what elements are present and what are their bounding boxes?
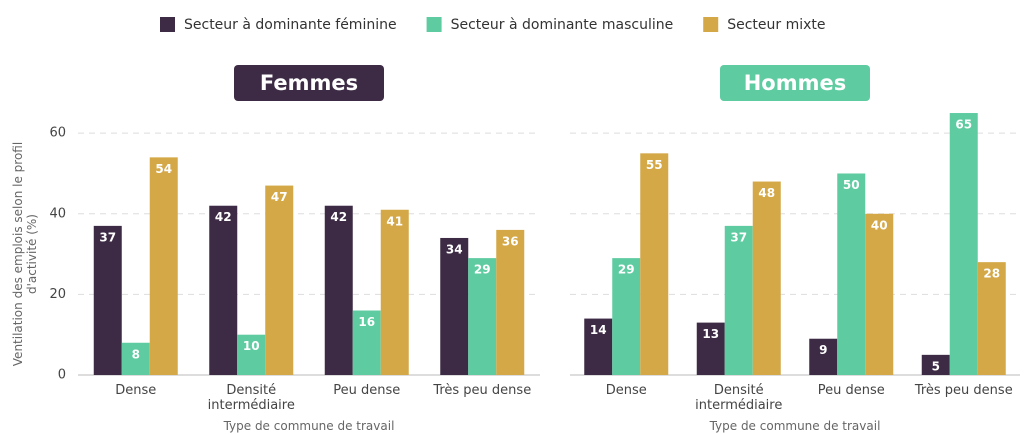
value-label: 10	[243, 339, 260, 353]
bar	[468, 258, 497, 375]
value-label: 14	[590, 323, 607, 337]
value-label: 40	[871, 218, 888, 232]
y-tick-label: 20	[49, 287, 66, 302]
y-tick-label: 0	[58, 368, 66, 383]
value-label: 37	[99, 230, 116, 244]
value-label: 5	[932, 359, 940, 373]
bar	[352, 310, 381, 375]
value-label: 55	[646, 158, 663, 172]
value-label: 29	[618, 263, 635, 277]
x-tick-label: Dense	[605, 383, 647, 398]
value-label: 65	[955, 118, 972, 132]
legend-swatch	[160, 17, 175, 32]
bar	[93, 225, 122, 375]
bar	[440, 237, 469, 375]
bar	[809, 338, 838, 375]
legend-swatch	[426, 17, 442, 32]
bar	[696, 322, 725, 375]
y-tick-label: 40	[49, 206, 66, 221]
legend-label: Secteur mixte	[727, 17, 825, 33]
bar	[724, 225, 753, 375]
value-label: 8	[132, 347, 140, 361]
value-label: 42	[215, 210, 232, 224]
value-label: 50	[843, 178, 860, 192]
y-tick-label: 60	[49, 126, 66, 141]
bar	[324, 205, 353, 375]
value-label: 16	[358, 315, 375, 329]
bar	[837, 173, 866, 375]
bar	[380, 209, 409, 375]
value-label: 9	[819, 343, 827, 357]
bar	[865, 213, 894, 375]
value-label: 36	[502, 234, 519, 248]
y-axis-label: Ventilation des emplois selon le profil …	[11, 141, 39, 367]
bar	[949, 113, 978, 375]
bar	[612, 258, 641, 375]
x-axis-label: Type de commune de travail	[709, 419, 881, 433]
x-tick-label: Très peu dense	[433, 383, 532, 398]
x-axis-label: Type de commune de travail	[223, 419, 395, 433]
bar	[496, 229, 525, 375]
x-tick-label: Densité intermédiaire	[207, 383, 295, 413]
bar	[265, 185, 294, 375]
bar	[209, 205, 238, 375]
legend-label: Secteur à dominante féminine	[184, 17, 397, 33]
bar	[149, 157, 178, 375]
value-label: 42	[330, 210, 347, 224]
x-tick-label: Dense	[115, 383, 157, 398]
value-label: 28	[983, 267, 1000, 281]
bar	[977, 262, 1006, 375]
value-label: 48	[758, 186, 775, 200]
x-tick-label: Peu dense	[817, 383, 885, 398]
value-label: 29	[474, 263, 491, 277]
legend-swatch	[703, 17, 719, 32]
panel-title: Hommes	[720, 65, 870, 101]
value-label: 34	[446, 242, 463, 256]
x-tick-label: Densité intermédiaire	[695, 383, 783, 413]
value-label: 13	[702, 327, 719, 341]
x-tick-label: Très peu dense	[914, 383, 1013, 398]
bar	[584, 318, 613, 375]
legend-label: Secteur à dominante masculine	[451, 17, 674, 33]
bar	[752, 181, 781, 375]
value-label: 54	[155, 162, 172, 176]
bar	[640, 153, 669, 375]
bar	[921, 354, 950, 375]
x-tick-label: Peu dense	[333, 383, 401, 398]
bar	[237, 334, 266, 375]
panel-title: Femmes	[234, 65, 384, 101]
value-label: 41	[386, 214, 403, 228]
value-label: 37	[730, 230, 747, 244]
value-label: 47	[271, 190, 288, 204]
bar	[121, 342, 150, 375]
